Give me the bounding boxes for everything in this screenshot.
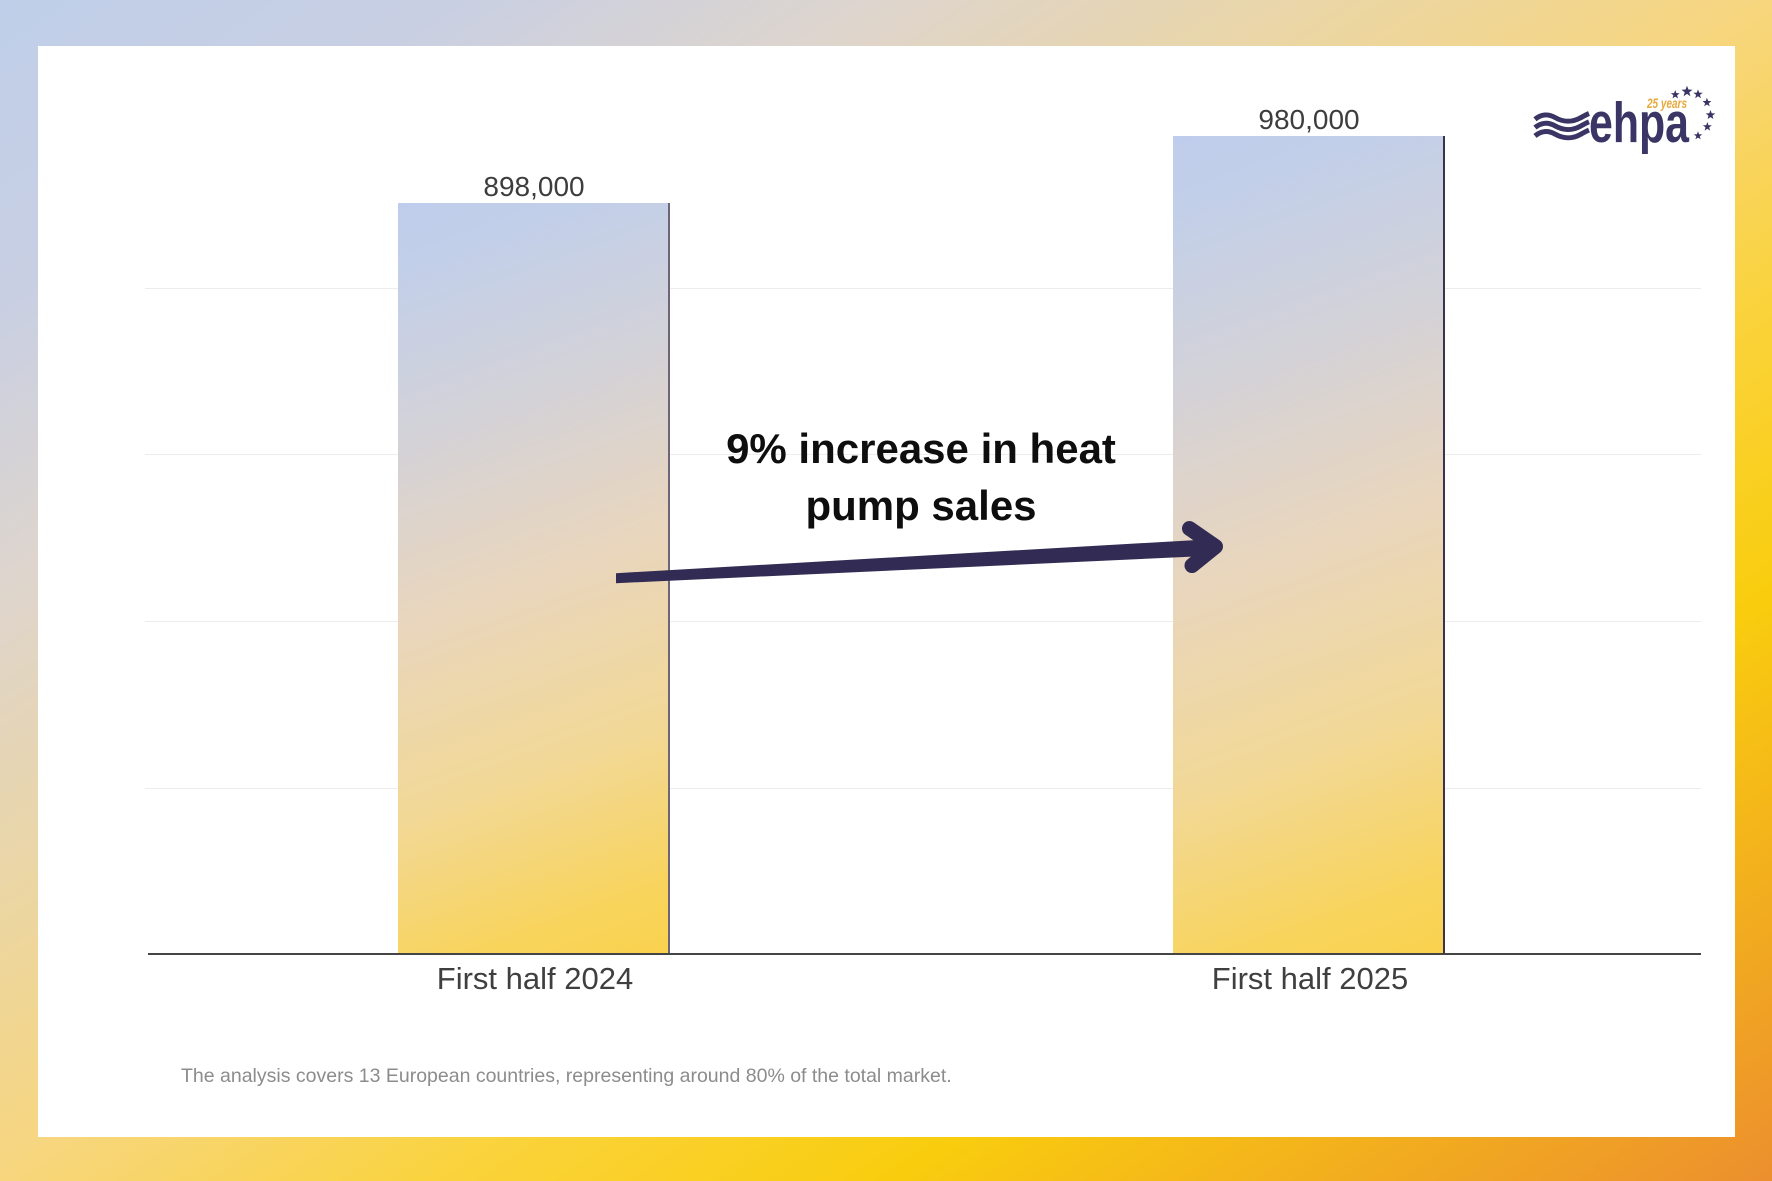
svg-text:ehpa: ehpa xyxy=(1589,91,1690,155)
svg-text:25 years: 25 years xyxy=(1646,96,1687,111)
